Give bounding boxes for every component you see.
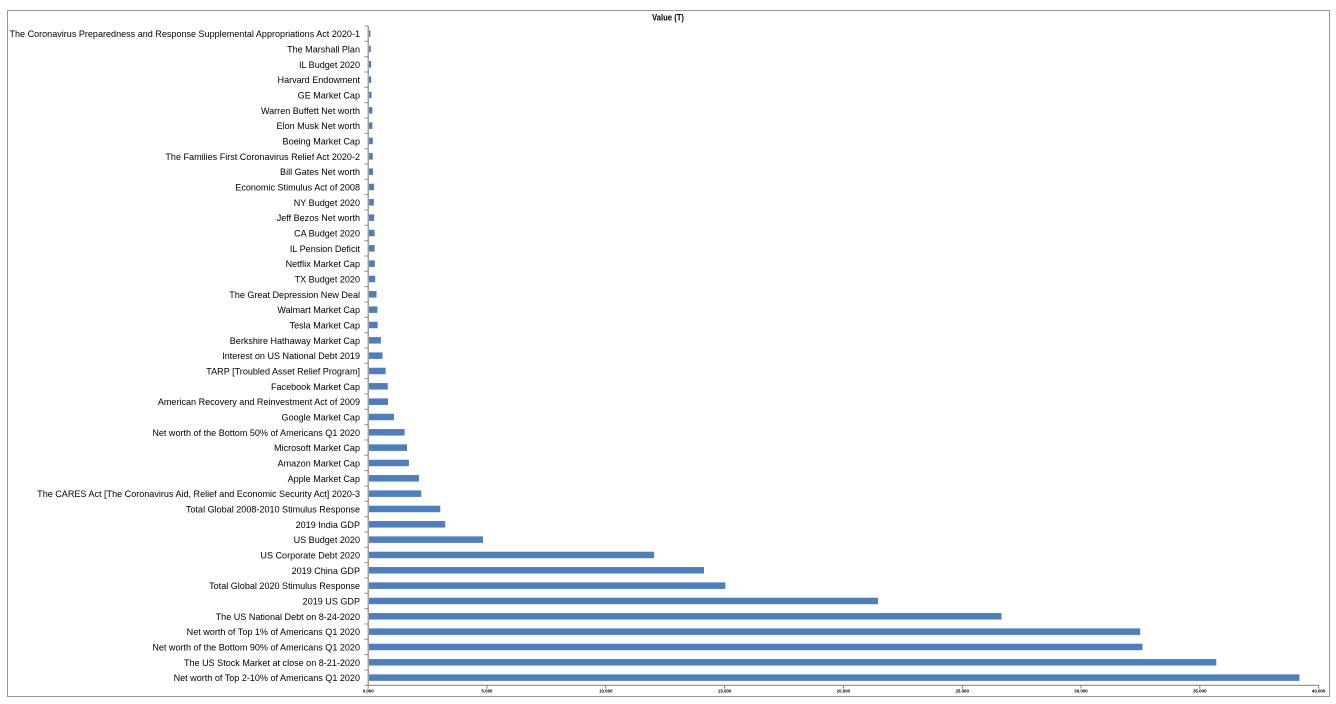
svg-text:Total Global 2008-2010 Stimulu: Total Global 2008-2010 Stimulus Response <box>186 504 360 514</box>
svg-text:Apple Market Cap: Apple Market Cap <box>288 474 360 484</box>
svg-text:Amazon Market Cap: Amazon Market Cap <box>278 458 360 468</box>
svg-text:The Great Depression New Deal: The Great Depression New Deal <box>229 290 360 300</box>
svg-text:15.000: 15.000 <box>718 688 732 693</box>
svg-text:40.000: 40.000 <box>1312 688 1326 693</box>
svg-text:Economic Stimulus Act of 2008: Economic Stimulus Act of 2008 <box>235 182 360 192</box>
svg-text:CA Budget 2020: CA Budget 2020 <box>294 228 360 238</box>
svg-text:Berkshire Hathaway Market Cap: Berkshire Hathaway Market Cap <box>230 336 360 346</box>
svg-text:Interest on US National Debt 2: Interest on US National Debt 2019 <box>222 351 360 361</box>
svg-text:Netflix Market Cap: Netflix Market Cap <box>286 259 360 269</box>
svg-text:US Corporate Debt 2020: US Corporate Debt 2020 <box>260 550 360 560</box>
svg-text:The US Stock Market at close o: The US Stock Market at close on 8-21-202… <box>184 658 360 668</box>
svg-text:2019 India GDP: 2019 India GDP <box>296 520 360 530</box>
svg-text:Google Market Cap: Google Market Cap <box>282 412 360 422</box>
svg-text:Elon Musk Net worth: Elon Musk Net worth <box>277 121 360 131</box>
svg-text:The US National Debt on 8-24-2: The US National Debt on 8-24-2020 <box>216 612 360 622</box>
svg-text:Net worth of Top 1% of America: Net worth of Top 1% of Americans Q1 2020 <box>187 627 360 637</box>
svg-text:US Budget 2020: US Budget 2020 <box>294 535 360 545</box>
svg-text:Warren Buffett Net worth: Warren Buffett Net worth <box>261 106 360 116</box>
svg-text:Value (T): Value (T) <box>652 13 684 23</box>
svg-text:The Marshall Plan: The Marshall Plan <box>287 44 360 54</box>
svg-text:Net worth of Top 2-10% of Amer: Net worth of Top 2-10% of Americans Q1 2… <box>174 673 360 683</box>
svg-text:Total Global 2020 Stimulus Res: Total Global 2020 Stimulus Response <box>209 581 360 591</box>
svg-text:25.000: 25.000 <box>955 688 969 693</box>
svg-text:Jeff Bezos Net worth: Jeff Bezos Net worth <box>277 213 360 223</box>
svg-text:2019 China GDP: 2019 China GDP <box>292 566 360 576</box>
svg-text:0.000: 0.000 <box>363 688 375 693</box>
svg-text:Microsoft Market Cap: Microsoft Market Cap <box>274 443 360 453</box>
svg-text:Boeing Market Cap: Boeing Market Cap <box>283 136 360 146</box>
svg-text:The Coronavirus Preparedness a: The Coronavirus Preparedness and Respons… <box>9 29 360 39</box>
svg-text:Bill Gates Net worth: Bill Gates Net worth <box>280 167 360 177</box>
svg-text:Tesla Market Cap: Tesla Market Cap <box>290 320 360 330</box>
svg-text:GE Market Cap: GE Market Cap <box>298 90 360 100</box>
svg-text:The Families First Coronavirus: The Families First Coronavirus Relief Ac… <box>165 152 360 162</box>
svg-text:IL Budget 2020: IL Budget 2020 <box>299 60 360 70</box>
svg-text:Walmart Market Cap: Walmart Market Cap <box>277 305 360 315</box>
svg-text:Net worth of the Bottom 50% of: Net worth of the Bottom 50% of Americans… <box>152 428 360 438</box>
svg-text:10.000: 10.000 <box>599 688 613 693</box>
svg-text:IL Pension Deficit: IL Pension Deficit <box>290 244 361 254</box>
svg-text:2019 US GDP: 2019 US GDP <box>303 596 360 606</box>
svg-text:30.000: 30.000 <box>1074 688 1088 693</box>
svg-text:35.000: 35.000 <box>1193 688 1207 693</box>
svg-text:Net worth of the Bottom 90% of: Net worth of the Bottom 90% of Americans… <box>152 642 360 652</box>
svg-text:TX Budget 2020: TX Budget 2020 <box>295 274 360 284</box>
svg-text:TARP [Troubled Asset Relief Pr: TARP [Troubled Asset Relief Program] <box>206 366 360 376</box>
svg-text:Harvard Endowment: Harvard Endowment <box>278 75 361 85</box>
svg-text:American Recovery and Reinvest: American Recovery and Reinvestment Act o… <box>158 397 360 407</box>
svg-text:Facebook Market Cap: Facebook Market Cap <box>271 382 360 392</box>
svg-text:5.000: 5.000 <box>482 688 494 693</box>
svg-text:The CARES Act [The Coronavirus: The CARES Act [The Coronavirus Aid, Reli… <box>37 489 360 499</box>
svg-text:NY Budget 2020: NY Budget 2020 <box>294 198 360 208</box>
svg-text:20.000: 20.000 <box>837 688 851 693</box>
